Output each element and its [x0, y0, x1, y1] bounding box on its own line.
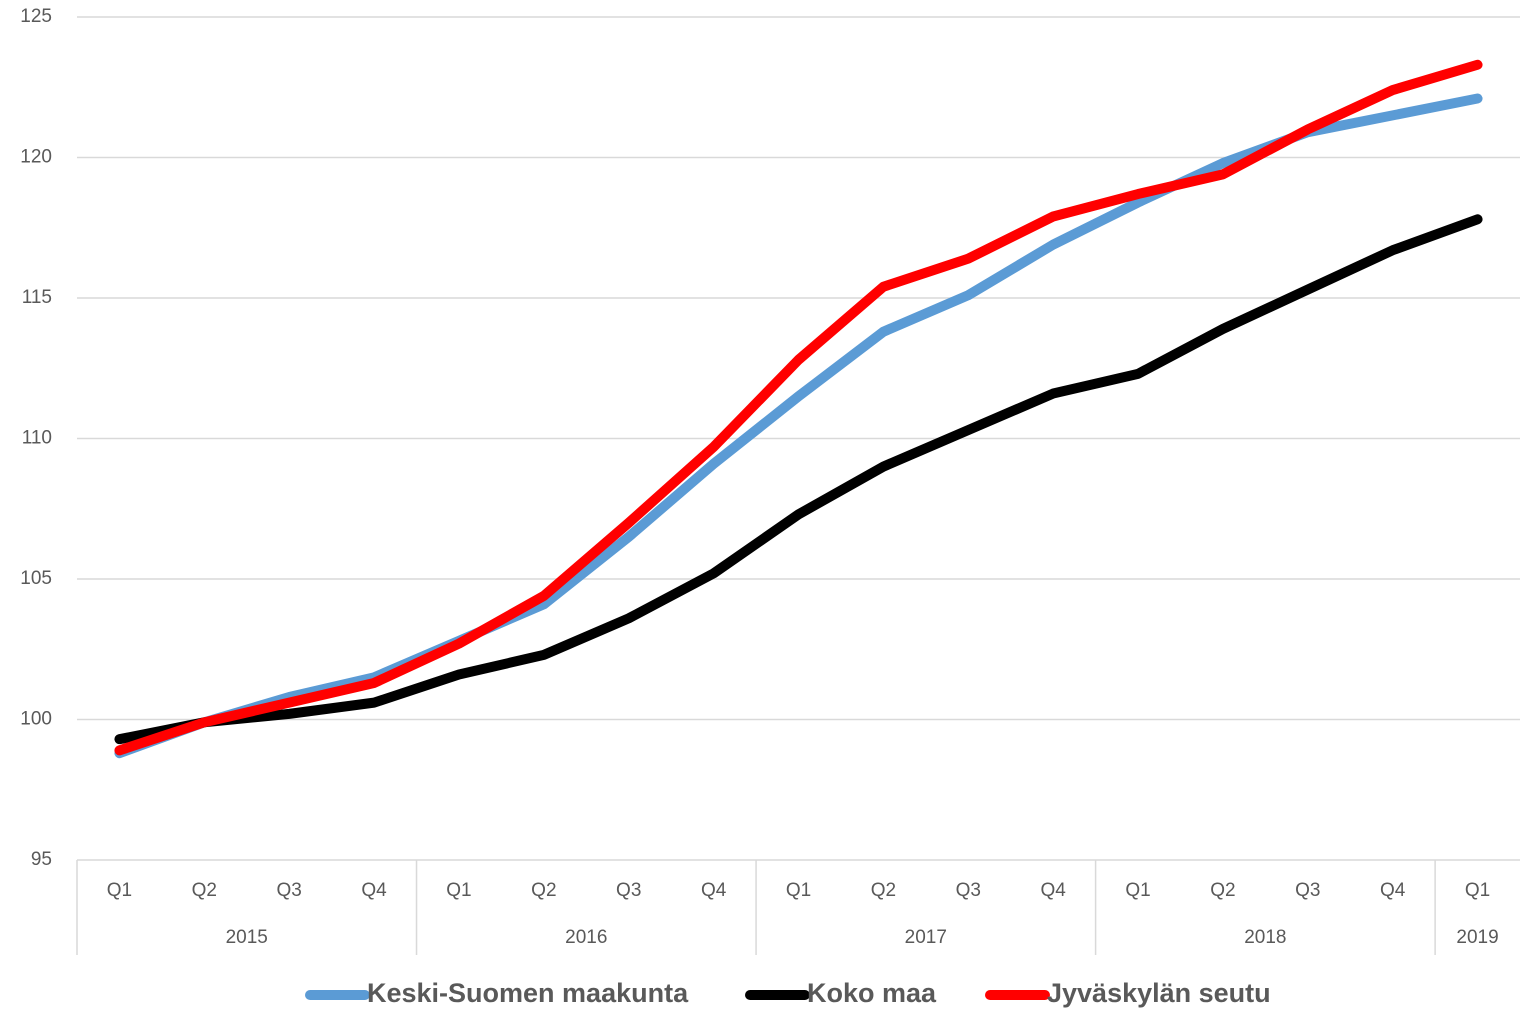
- legend-label: Jyväskylän seutu: [1047, 978, 1271, 1008]
- x-group-label: 2018: [1244, 927, 1286, 948]
- series-line: [114, 59, 1483, 756]
- y-tick-label: 105: [20, 568, 52, 589]
- x-group-label: 2017: [905, 927, 947, 948]
- y-tick-label: 120: [20, 147, 52, 168]
- x-tick-label: Q1: [446, 880, 471, 901]
- x-tick-label: Q2: [531, 880, 556, 901]
- x-tick-label: Q2: [1210, 880, 1235, 901]
- series-line: [114, 93, 1483, 759]
- x-tick-label: Q3: [1295, 880, 1320, 901]
- x-tick-label: Q3: [616, 880, 641, 901]
- series-line: [114, 214, 1483, 745]
- legend-label: Keski-Suomen maakunta: [367, 978, 689, 1008]
- x-tick-label: Q2: [192, 880, 217, 901]
- x-tick-label: Q4: [361, 880, 387, 901]
- x-tick-label: Q1: [1125, 880, 1150, 901]
- legend-label: Koko maa: [807, 978, 937, 1008]
- x-tick-label: Q3: [956, 880, 981, 901]
- x-group-label: 2016: [565, 927, 607, 948]
- y-tick-label: 115: [22, 287, 52, 308]
- x-tick-label: Q2: [871, 880, 896, 901]
- x-tick-label: Q1: [1465, 880, 1490, 901]
- y-tick-label: 125: [20, 6, 52, 27]
- y-tick-label: 95: [31, 849, 52, 870]
- x-tick-label: Q1: [107, 880, 132, 901]
- x-tick-label: Q3: [277, 880, 302, 901]
- y-tick-label: 100: [20, 709, 52, 730]
- x-tick-label: Q4: [1040, 880, 1066, 901]
- x-group-label: 2015: [226, 927, 268, 948]
- x-group-label: 2019: [1456, 927, 1498, 948]
- x-tick-label: Q4: [701, 880, 727, 901]
- x-tick-label: Q1: [786, 880, 811, 901]
- y-tick-label: 110: [22, 428, 52, 449]
- x-tick-label: Q4: [1380, 880, 1406, 901]
